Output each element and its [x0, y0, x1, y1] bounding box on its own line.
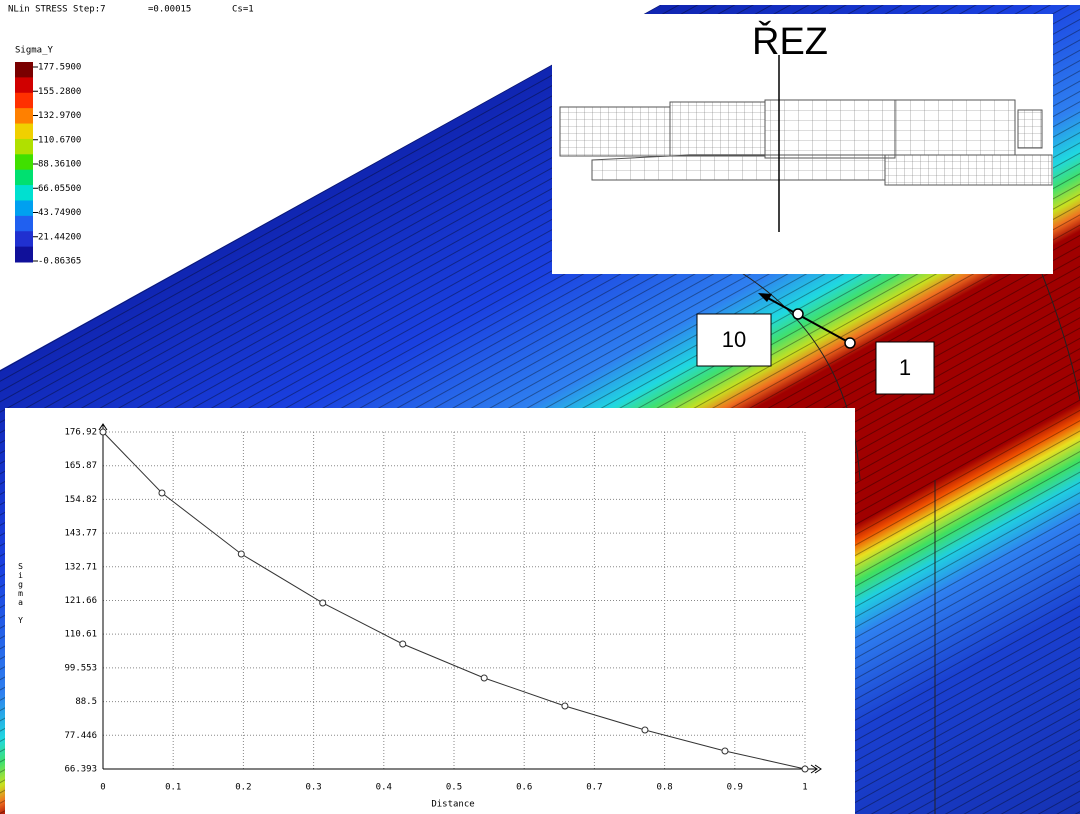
data-point	[238, 551, 244, 557]
legend-title: Sigma_Y	[15, 46, 54, 56]
legend-label: 43.74900	[38, 208, 81, 218]
y-axis-label: Sigma Y	[15, 562, 25, 625]
legend-label: 177.5900	[38, 63, 81, 73]
y-tick-label: 88.5	[75, 697, 97, 707]
legend-swatch	[15, 139, 33, 155]
legend-swatch	[15, 154, 33, 170]
legend-swatch	[15, 231, 33, 247]
page: NLin STRESS Step:7 =0.00015 Cs=1 Sigma_Y…	[0, 0, 1080, 814]
legend-swatch	[15, 77, 33, 93]
header-cs: Cs=1	[232, 5, 254, 15]
data-point	[562, 703, 568, 709]
legend-label: 110.6700	[38, 135, 81, 145]
legend-swatch	[15, 62, 33, 78]
y-tick-label: 77.446	[64, 731, 97, 741]
x-axis-label: Distance	[431, 800, 474, 810]
y-tick-label: 132.71	[64, 562, 97, 572]
data-point	[400, 641, 406, 647]
data-point	[320, 600, 326, 606]
legend-label: 66.05500	[38, 184, 81, 194]
y-tick-label: 176.92	[64, 428, 97, 438]
data-point	[100, 429, 106, 435]
legend-swatch	[15, 200, 33, 216]
legend-swatch	[15, 93, 33, 109]
callout-end: 10	[722, 327, 746, 352]
header-strain: =0.00015	[148, 5, 191, 15]
legend-swatch	[15, 247, 33, 263]
x-tick-label: 1	[802, 783, 807, 793]
x-tick-label: 0.1	[165, 783, 181, 793]
header-step: NLin STRESS Step:7	[8, 5, 106, 15]
x-tick-label: 0.7	[586, 783, 602, 793]
x-tick-label: 0	[100, 783, 105, 793]
x-tick-label: 0.2	[235, 783, 251, 793]
section-view: ŘEZ	[552, 14, 1053, 274]
legend-swatch	[15, 185, 33, 201]
data-point	[802, 766, 808, 772]
fem-view: NLin STRESS Step:7 =0.00015 Cs=1 Sigma_Y…	[0, 0, 1080, 814]
legend-label: 132.9700	[38, 111, 81, 121]
legend-swatch	[15, 108, 33, 124]
data-point	[642, 727, 648, 733]
x-tick-label: 0.8	[656, 783, 672, 793]
data-point	[722, 748, 728, 754]
legend-swatch	[15, 124, 33, 140]
x-tick-label: 0.5	[446, 783, 462, 793]
y-tick-label: 110.61	[64, 630, 97, 640]
x-tick-label: 0.3	[305, 783, 321, 793]
data-point	[481, 675, 487, 681]
callout-start: 1	[899, 355, 911, 380]
y-tick-label: 99.553	[64, 663, 97, 673]
x-tick-label: 0.6	[516, 783, 532, 793]
x-tick-label: 0.4	[376, 783, 392, 793]
data-point	[159, 490, 165, 496]
y-tick-label: 66.393	[64, 765, 97, 775]
y-tick-label: 154.82	[64, 495, 97, 505]
legend: 177.5900 155.2800 132.9700 110.6700 88.36100…	[15, 62, 81, 267]
legend-swatch	[15, 216, 33, 232]
y-tick-label: 165.87	[64, 461, 97, 471]
section-title: ŘEZ	[752, 20, 828, 63]
legend-label: 21.44200	[38, 232, 81, 242]
legend-label: 155.2800	[38, 87, 81, 97]
y-tick-label: 143.77	[64, 529, 97, 539]
y-tick-label: 121.66	[64, 596, 97, 606]
legend-label: 88.36100	[38, 160, 81, 170]
x-tick-label: 0.9	[727, 783, 743, 793]
legend-label: -0.86365	[38, 257, 81, 267]
legend-swatch	[15, 170, 33, 186]
